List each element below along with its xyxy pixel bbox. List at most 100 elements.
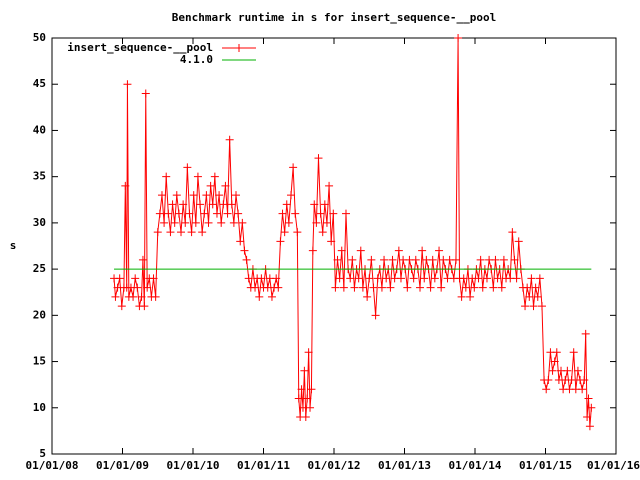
data-point — [191, 218, 200, 227]
data-point — [335, 274, 344, 283]
data-point — [573, 366, 582, 375]
data-point — [282, 200, 291, 209]
data-point — [461, 283, 470, 292]
data-point — [358, 283, 367, 292]
data-point — [435, 246, 444, 255]
data-point — [386, 283, 395, 292]
data-point — [322, 218, 331, 227]
data-point — [580, 376, 589, 385]
data-point — [215, 191, 224, 200]
data-point — [293, 228, 302, 237]
data-point — [367, 255, 376, 264]
data-point — [177, 228, 186, 237]
data-point — [242, 255, 251, 264]
data-point — [183, 163, 192, 172]
data-point — [356, 246, 365, 255]
data-point — [537, 302, 546, 311]
data-point — [157, 191, 166, 200]
chart-title: Benchmark runtime in s for insert_sequen… — [172, 11, 497, 24]
data-point — [236, 237, 245, 246]
data-point — [388, 255, 397, 264]
data-point — [131, 274, 140, 283]
data-point — [542, 385, 551, 394]
data-point — [193, 172, 202, 181]
data-point — [278, 209, 287, 218]
data-point — [394, 246, 403, 255]
data-point — [428, 255, 437, 264]
data-point — [232, 191, 241, 200]
data-point — [206, 181, 215, 190]
y-tick-label: 10 — [33, 401, 46, 414]
data-point — [550, 357, 559, 366]
data-point — [531, 283, 540, 292]
data-point — [306, 403, 315, 412]
x-tick-label: 01/01/15 — [519, 459, 572, 472]
data-point — [187, 228, 196, 237]
data-point — [196, 200, 205, 209]
data-point — [301, 413, 310, 422]
data-point — [581, 329, 590, 338]
data-point — [341, 209, 350, 218]
data-point — [476, 255, 485, 264]
data-point — [304, 348, 313, 357]
data-point — [133, 283, 142, 292]
data-point — [510, 255, 519, 264]
data-point — [533, 292, 542, 301]
plot-border — [51, 37, 617, 455]
y-tick-label: 30 — [33, 216, 46, 229]
data-point — [308, 246, 317, 255]
data-point — [234, 209, 243, 218]
data-point — [138, 255, 147, 264]
data-point — [382, 274, 391, 283]
data-point — [521, 302, 530, 311]
data-point — [380, 255, 389, 264]
data-point — [544, 376, 553, 385]
data-point — [567, 376, 576, 385]
data-point — [371, 311, 380, 320]
data-point — [587, 403, 596, 412]
data-point — [337, 246, 346, 255]
data-point — [377, 283, 386, 292]
data-point — [314, 154, 323, 163]
data-point — [276, 237, 285, 246]
data-point — [274, 283, 283, 292]
data-point — [219, 200, 228, 209]
data-point — [244, 274, 253, 283]
data-point — [585, 422, 594, 431]
data-point — [210, 172, 219, 181]
data-point — [204, 218, 213, 227]
data-point — [416, 283, 425, 292]
data-point — [454, 34, 463, 42]
data-point — [320, 200, 329, 209]
data-point — [318, 228, 327, 237]
data-point — [329, 209, 338, 218]
data-point — [217, 218, 226, 227]
data-point — [354, 274, 363, 283]
x-tick-label: 01/01/16 — [587, 459, 640, 472]
data-point — [303, 394, 312, 403]
data-point — [170, 218, 179, 227]
data-point — [466, 292, 475, 301]
data-point — [240, 246, 249, 255]
data-point — [403, 283, 412, 292]
data-point — [140, 302, 149, 311]
data-point — [508, 228, 517, 237]
data-point — [512, 274, 521, 283]
data-point — [284, 218, 293, 227]
data-point — [155, 209, 164, 218]
x-tick-label: 01/01/09 — [96, 459, 149, 472]
data-point — [198, 228, 207, 237]
data-point — [164, 209, 173, 218]
data-point — [418, 246, 427, 255]
data-point — [208, 200, 217, 209]
data-point — [426, 283, 435, 292]
data-point — [272, 274, 281, 283]
data-point — [166, 228, 175, 237]
data-point — [200, 209, 209, 218]
data-point — [430, 274, 439, 283]
x-tick-label: 01/01/11 — [237, 459, 290, 472]
y-tick-label: 5 — [39, 447, 46, 460]
data-point — [525, 292, 534, 301]
